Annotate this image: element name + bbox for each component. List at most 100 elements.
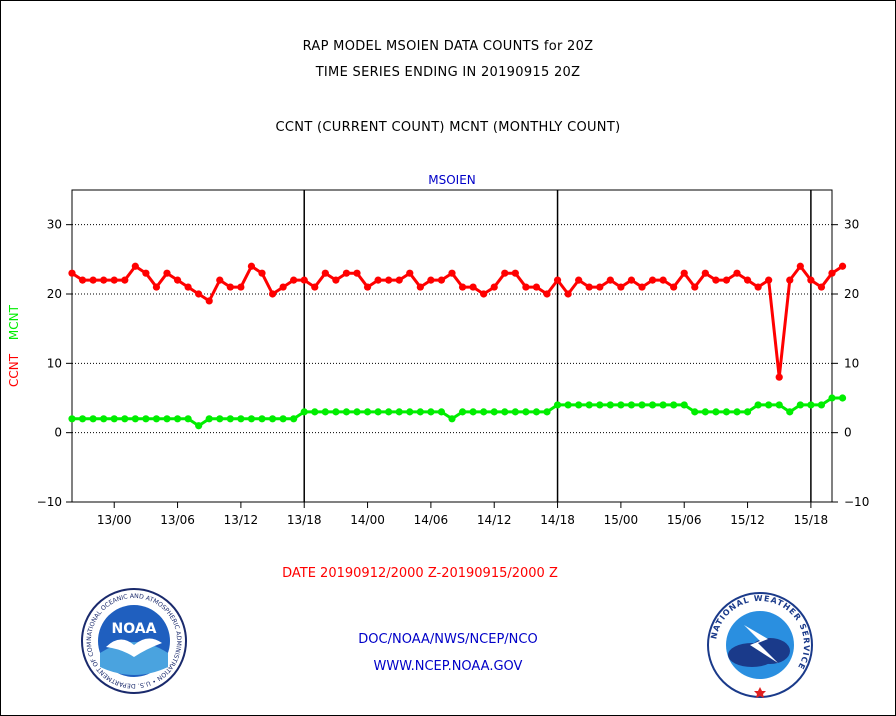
chart-title-line1: RAP MODEL MSOIEN DATA COUNTS for 20Z (302, 39, 594, 54)
data-point-ccnt (290, 276, 298, 284)
x-tick-label: 13/12 (224, 513, 259, 527)
plot-title: MSOIEN (428, 173, 476, 187)
data-point-ccnt (722, 276, 731, 284)
data-point-mcnt (374, 408, 382, 416)
data-point-ccnt (691, 283, 699, 291)
data-point-ccnt (532, 283, 541, 291)
data-point-mcnt (743, 408, 752, 416)
data-point-mcnt (216, 415, 224, 423)
data-point-mcnt (627, 401, 636, 409)
data-point-ccnt (828, 269, 836, 277)
data-point-mcnt (817, 401, 826, 409)
data-point-ccnt (247, 262, 256, 270)
y-tick-label-left: 10 (47, 356, 62, 370)
data-point-mcnt (395, 408, 403, 416)
data-point-mcnt (195, 422, 203, 430)
data-point-ccnt (701, 269, 709, 277)
data-point-mcnt (712, 408, 720, 416)
data-point-ccnt (564, 290, 572, 298)
data-point-mcnt (173, 415, 182, 423)
data-point-ccnt (100, 276, 108, 284)
data-point-mcnt (437, 408, 446, 416)
data-point-ccnt (152, 283, 161, 291)
data-point-ccnt (353, 269, 361, 277)
data-point-mcnt (796, 401, 804, 409)
data-point-ccnt (458, 283, 467, 291)
x-tick-label: 14/06 (414, 513, 449, 527)
data-point-ccnt (480, 290, 488, 298)
data-point-mcnt (342, 408, 351, 416)
data-point-ccnt (606, 276, 614, 284)
data-point-ccnt (490, 283, 498, 291)
data-point-ccnt (395, 276, 403, 284)
data-point-ccnt (342, 269, 351, 277)
data-point-mcnt (501, 408, 509, 416)
data-point-ccnt (311, 283, 319, 291)
data-point-mcnt (807, 401, 815, 409)
data-point-mcnt (448, 415, 456, 423)
data-point-mcnt (78, 415, 87, 423)
data-point-ccnt (585, 283, 593, 291)
data-point-mcnt (564, 401, 572, 409)
data-point-ccnt (427, 276, 435, 284)
x-tick-label: 13/06 (160, 513, 195, 527)
data-point-ccnt (733, 269, 741, 277)
data-point-mcnt (68, 415, 76, 423)
data-point-ccnt (553, 276, 562, 284)
data-point-ccnt (807, 276, 815, 284)
data-point-mcnt (543, 408, 551, 416)
chart-title-line2: TIME SERIES ENDING IN 20190915 20Z (315, 65, 581, 80)
data-point-ccnt (754, 283, 762, 291)
data-point-mcnt (596, 401, 604, 409)
data-point-mcnt (100, 415, 108, 423)
data-point-ccnt (332, 276, 340, 284)
data-point-mcnt (722, 408, 731, 416)
series-ccnt (68, 262, 847, 381)
y-axis-label-mcnt: MCNT (7, 304, 21, 340)
data-point-mcnt (110, 415, 118, 423)
data-point-mcnt (311, 408, 319, 416)
data-point-ccnt (796, 262, 804, 270)
data-point-mcnt (532, 408, 541, 416)
data-point-mcnt (490, 408, 498, 416)
data-point-ccnt (173, 276, 182, 284)
data-point-ccnt (680, 269, 688, 277)
data-point-mcnt (163, 415, 171, 423)
y-axis-label-ccnt: CCNT (7, 353, 21, 387)
data-point-mcnt (321, 408, 329, 416)
data-point-mcnt (268, 415, 277, 423)
data-point-mcnt (131, 415, 139, 423)
x-tick-label: 15/12 (730, 513, 765, 527)
data-point-ccnt (78, 276, 87, 284)
data-point-mcnt (511, 408, 519, 416)
data-point-ccnt (511, 269, 519, 277)
data-point-mcnt (258, 415, 266, 423)
data-point-mcnt (300, 408, 308, 416)
data-point-ccnt (110, 276, 118, 284)
data-point-ccnt (838, 262, 847, 270)
data-point-ccnt (543, 290, 551, 298)
data-point-ccnt (575, 276, 583, 284)
data-point-ccnt (279, 283, 287, 291)
data-point-ccnt (648, 276, 657, 284)
data-point-mcnt (786, 408, 794, 416)
data-point-ccnt (385, 276, 393, 284)
footer-url-link[interactable]: WWW.NCEP.NOAA.GOV (373, 659, 523, 674)
data-point-mcnt (121, 415, 129, 423)
data-point-mcnt (617, 401, 625, 409)
y-tick-label-right: 30 (844, 218, 859, 232)
chart-title-line3: CCNT (CURRENT COUNT) MCNT (MONTHLY COUNT… (275, 120, 621, 135)
data-point-mcnt (353, 408, 361, 416)
data-point-ccnt (670, 283, 678, 291)
data-point-mcnt (838, 394, 847, 402)
data-point-ccnt (596, 283, 604, 291)
data-point-ccnt (300, 276, 308, 284)
grid-lines (72, 224, 832, 434)
data-point-ccnt (437, 276, 446, 284)
data-point-ccnt (627, 276, 636, 284)
date-range-label: DATE 20190912/2000 Z-20190915/2000 Z (282, 566, 558, 581)
data-point-ccnt (363, 283, 372, 291)
data-point-mcnt (290, 415, 298, 423)
data-point-ccnt (131, 262, 139, 270)
